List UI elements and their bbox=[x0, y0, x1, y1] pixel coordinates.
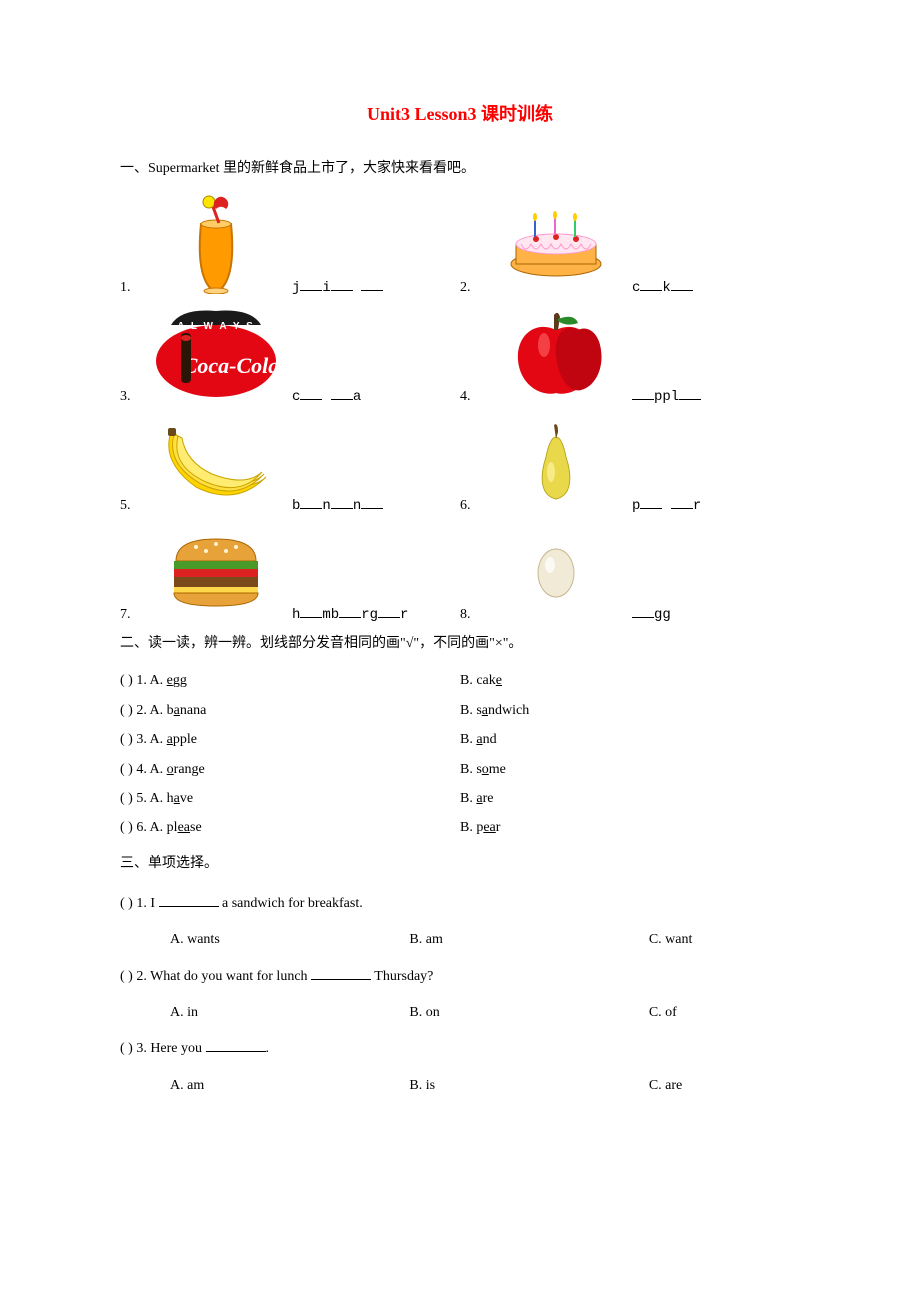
s2-q4[interactable]: ( ) 4. A. orange B. some bbox=[120, 755, 800, 784]
s3-q1-c[interactable]: C. want bbox=[649, 922, 800, 958]
pic-row-2: 3. A L W A Y S Coca-Cola c a 4. bbox=[120, 300, 800, 405]
s3-q3[interactable]: ( ) 3. Here you . bbox=[120, 1031, 800, 1067]
s2-q4-b-label: B. bbox=[460, 762, 476, 777]
cola-blank[interactable]: c a bbox=[286, 385, 361, 405]
s2-q6-label: ( ) 6. A. bbox=[120, 820, 167, 835]
apple-icon bbox=[486, 300, 626, 405]
section3-heading: 三、单项选择。 bbox=[120, 851, 800, 876]
s2-q1-label: ( ) 1. A. bbox=[120, 673, 167, 688]
s3-q1-options: A. wants B. am C. want bbox=[120, 922, 800, 958]
cake-blank[interactable]: ck bbox=[626, 276, 693, 296]
pic-num-2: 2. bbox=[460, 280, 486, 296]
s2-q3-label: ( ) 3. A. bbox=[120, 732, 167, 747]
s2-q3-b-label: B. bbox=[460, 732, 476, 747]
s3-q2[interactable]: ( ) 2. What do you want for lunch Thursd… bbox=[120, 959, 800, 995]
s2-q5-b-label: B. bbox=[460, 791, 476, 806]
s3-q1-blank[interactable] bbox=[159, 893, 219, 907]
s3-q1-b[interactable]: B. am bbox=[409, 922, 648, 958]
pear-blank[interactable]: p r bbox=[626, 494, 701, 514]
s2-q5[interactable]: ( ) 5. A. have B. are bbox=[120, 784, 800, 813]
s3-q3-blank[interactable] bbox=[206, 1039, 266, 1053]
hamburger-blank[interactable]: hmbrgr bbox=[286, 603, 408, 623]
egg-blank[interactable]: gg bbox=[626, 603, 671, 623]
pic-num-3: 3. bbox=[120, 389, 146, 405]
cake-icon bbox=[486, 191, 626, 296]
page-title: Unit3 Lesson3 课时训练 bbox=[120, 100, 800, 126]
s2-q3[interactable]: ( ) 3. A. apple B. and bbox=[120, 725, 800, 754]
pic-row-3: 5. bnn 6. p r bbox=[120, 409, 800, 514]
s3-q2-blank[interactable] bbox=[311, 966, 371, 980]
s3-q2-c[interactable]: C. of bbox=[649, 995, 800, 1031]
pic-row-4: 7. hmbrgr 8. bbox=[120, 518, 800, 623]
hamburger-icon bbox=[146, 518, 286, 623]
s2-q6-b-label: B. bbox=[460, 820, 476, 835]
s2-q6[interactable]: ( ) 6. A. please B. pear bbox=[120, 813, 800, 842]
s2-q2-b-label: B. bbox=[460, 703, 476, 718]
s3-q2-options: A. in B. on C. of bbox=[120, 995, 800, 1031]
pic-num-4: 4. bbox=[460, 389, 486, 405]
section1-heading: 一、Supermarket 里的新鲜食品上市了，大家快来看看吧。 bbox=[120, 156, 800, 181]
s3-q3-b[interactable]: B. is bbox=[409, 1068, 648, 1104]
s2-q1[interactable]: ( ) 1. A. egg B. cake bbox=[120, 666, 800, 695]
pear-icon bbox=[486, 409, 626, 514]
juice-blank[interactable]: ji bbox=[286, 276, 383, 296]
banana-icon bbox=[146, 409, 286, 514]
s2-q2[interactable]: ( ) 2. A. banana B. sandwich bbox=[120, 696, 800, 725]
pic-num-1: 1. bbox=[120, 280, 146, 296]
s2-q4-label: ( ) 4. A. bbox=[120, 762, 167, 777]
svg-text:Coca-Cola: Coca-Cola bbox=[183, 353, 280, 378]
s3-q2-b[interactable]: B. on bbox=[409, 995, 648, 1031]
pic-num-6: 6. bbox=[460, 498, 486, 514]
s3-q3-c[interactable]: C. are bbox=[649, 1068, 800, 1104]
apple-blank[interactable]: ppl bbox=[626, 385, 701, 405]
s3-q1[interactable]: ( ) 1. I a sandwich for breakfast. bbox=[120, 886, 800, 922]
s3-q1-a[interactable]: A. wants bbox=[120, 922, 409, 958]
s3-q2-a[interactable]: A. in bbox=[120, 995, 409, 1031]
s2-q1-b-label: B. bbox=[460, 673, 476, 688]
pic-num-5: 5. bbox=[120, 498, 146, 514]
s3-q3-a[interactable]: A. am bbox=[120, 1068, 409, 1104]
pic-num-8: 8. bbox=[460, 607, 486, 623]
banana-blank[interactable]: bnn bbox=[286, 494, 383, 514]
s2-q2-label: ( ) 2. A. bbox=[120, 703, 167, 718]
pic-num-7: 7. bbox=[120, 607, 146, 623]
section2-heading: 二、读一读，辨一辨。划线部分发音相同的画"√"，不同的画"×"。 bbox=[120, 631, 800, 656]
cola-icon: A L W A Y S Coca-Cola bbox=[146, 300, 286, 405]
s2-q5-label: ( ) 5. A. bbox=[120, 791, 167, 806]
svg-text:A L W A Y S: A L W A Y S bbox=[177, 321, 255, 332]
pic-row-1: 1. ji 2. bbox=[120, 191, 800, 296]
egg-icon bbox=[486, 518, 626, 623]
worksheet-page: Unit3 Lesson3 课时训练 一、Supermarket 里的新鲜食品上… bbox=[0, 0, 920, 1164]
s3-q3-options: A. am B. is C. are bbox=[120, 1068, 800, 1104]
juice-icon bbox=[146, 191, 286, 296]
